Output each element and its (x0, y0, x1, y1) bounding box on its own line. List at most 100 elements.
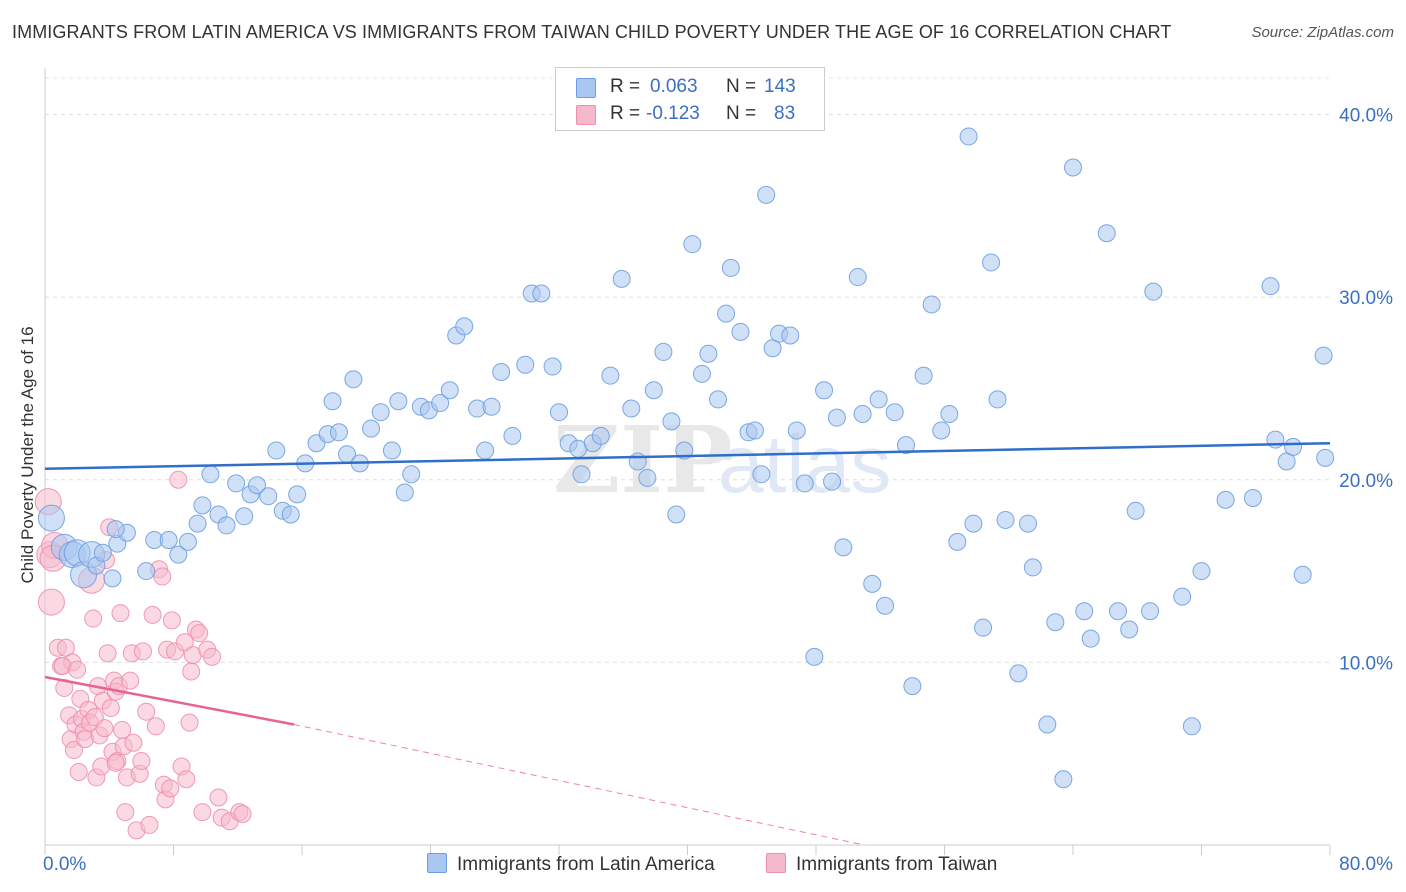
n-value-latin-america: 143 (764, 76, 796, 97)
taiwan-point-11 (64, 741, 83, 760)
latin-point-58 (543, 357, 562, 376)
latin-america-points (37, 127, 1335, 789)
latin-point-114 (996, 510, 1015, 529)
taiwan-point-37 (111, 604, 130, 623)
latin-point-38 (362, 419, 381, 438)
latin-point-26 (267, 441, 286, 460)
legend-label-latin-america: Immigrants from Latin America (457, 854, 715, 875)
grid-lines (45, 77, 1330, 663)
latin-point-52 (482, 397, 501, 416)
chart-title: IMMIGRANTS FROM LATIN AMERICA VS IMMIGRA… (12, 22, 1172, 42)
trend-line-taiwan-extension (293, 723, 865, 846)
n-value-taiwan: 83 (774, 103, 796, 124)
taiwan-point-67 (190, 624, 209, 643)
latin-point-54 (503, 426, 522, 445)
y-tick-label-1: 20.0% (1339, 471, 1393, 492)
latin-point-112 (982, 253, 1001, 272)
latin-point-79 (717, 304, 736, 323)
latin-point-85 (757, 185, 776, 204)
latin-point-128 (1141, 602, 1160, 621)
taiwan-point-42 (121, 671, 140, 690)
latin-point-57 (532, 284, 551, 303)
latin-point-132 (1192, 562, 1211, 581)
latin-point-92 (815, 381, 834, 400)
latin-point-123 (1081, 629, 1100, 648)
latin-point-126 (1120, 620, 1139, 639)
r-label: R = (610, 103, 641, 124)
latin-point-131 (1182, 717, 1201, 736)
latin-point-118 (1038, 715, 1057, 734)
latin-point-104 (914, 366, 933, 385)
latin-point-51 (476, 441, 495, 460)
y-tick-label-3: 40.0% (1339, 106, 1393, 127)
latin-point-93 (823, 472, 842, 491)
latin-point-72 (662, 412, 681, 431)
latin-point-7 (93, 543, 112, 562)
taiwan-point-80 (106, 753, 125, 772)
r-value-taiwan: -0.123 (646, 103, 700, 124)
latin-point-107 (940, 405, 959, 424)
latin-point-108 (948, 532, 967, 551)
latin-point-134 (1243, 489, 1262, 508)
n-label: N = (726, 76, 757, 97)
taiwan-point-48 (137, 702, 156, 721)
latin-point-115 (1009, 664, 1028, 683)
latin-point-13 (159, 531, 178, 550)
latin-point-42 (395, 483, 414, 502)
latin-point-11 (137, 562, 156, 581)
taiwan-point-81 (133, 642, 152, 661)
latin-point-15 (178, 532, 197, 551)
latin-point-91 (805, 647, 824, 666)
taiwan-point-71 (209, 788, 228, 807)
latin-point-62 (572, 465, 591, 484)
taiwan-point-53 (153, 567, 172, 586)
latin-point-122 (1075, 602, 1094, 621)
axes (44, 68, 1331, 855)
latin-point-121 (1064, 158, 1082, 177)
taiwan-point-62 (175, 633, 194, 652)
latin-point-133 (1216, 490, 1235, 509)
legend-swatch-pink (576, 105, 596, 125)
latin-point-111 (974, 618, 993, 637)
tick-labels: 10.0% 20.0% 30.0% 40.0% 0.0% 80.0% (43, 106, 1393, 875)
latin-point-124 (1097, 224, 1116, 243)
latin-point-65 (601, 366, 620, 385)
latin-point-103 (903, 677, 922, 696)
taiwan-point-58 (162, 611, 181, 630)
latin-point-101 (885, 403, 904, 422)
latin-point-84 (752, 465, 771, 484)
taiwan-point-21 (84, 609, 103, 628)
taiwan-point-40 (116, 803, 135, 822)
r-value-latin-america: 0.063 (650, 76, 698, 97)
taiwan-point-49 (140, 815, 159, 834)
latin-point-94 (827, 408, 846, 427)
latin-point-25 (259, 487, 278, 506)
taiwan-point-79 (85, 708, 104, 727)
latin-point-66 (612, 269, 631, 288)
latin-point-70 (644, 381, 663, 400)
latin-point-90 (795, 474, 814, 493)
trend-line-taiwan (44, 675, 295, 726)
n-label: N = (726, 103, 757, 124)
taiwan-point-2 (37, 588, 65, 616)
legend-swatch-pink (766, 853, 786, 873)
latin-point-88 (781, 326, 800, 345)
latin-point-29 (288, 485, 307, 504)
latin-point-77 (699, 344, 718, 363)
legend-item-taiwan: Immigrants from Taiwan (766, 853, 997, 876)
latin-point-140 (1314, 346, 1333, 365)
latin-point-76 (692, 364, 711, 383)
taiwan-point-44 (124, 733, 143, 752)
taiwan-point-70 (203, 647, 222, 666)
taiwan-point-82 (177, 770, 196, 789)
latin-point-127 (1126, 501, 1145, 520)
latin-point-80 (721, 258, 740, 277)
latin-point-116 (1019, 514, 1038, 533)
latin-point-39 (371, 403, 390, 422)
latin-point-109 (959, 127, 978, 146)
taiwan-point-60 (169, 470, 188, 489)
latin-point-95 (834, 538, 853, 557)
latin-point-18 (201, 465, 220, 484)
y-tick-label-0: 10.0% (1339, 653, 1393, 674)
